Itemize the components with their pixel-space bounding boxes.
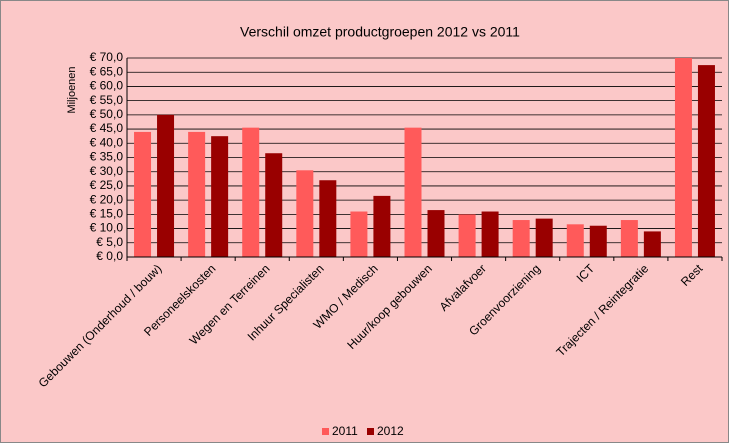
y-tick-label: € 45,0 xyxy=(90,121,124,135)
bar xyxy=(319,180,337,257)
legend-swatch xyxy=(322,428,329,435)
bar xyxy=(620,220,638,257)
bar xyxy=(512,220,530,257)
bar xyxy=(643,231,661,257)
y-axis-title: Miljoenen xyxy=(66,66,78,113)
bar xyxy=(427,210,445,257)
y-tick-label: € 10,0 xyxy=(90,221,124,235)
bar xyxy=(404,127,422,258)
y-tick-label: € 15,0 xyxy=(90,207,124,221)
bar xyxy=(350,211,368,257)
bar xyxy=(265,153,283,257)
bar xyxy=(589,225,607,257)
y-tick-label: € 25,0 xyxy=(90,178,124,192)
y-tick-label: € 60,0 xyxy=(90,79,124,93)
y-tick-label: € 35,0 xyxy=(90,150,124,164)
bar xyxy=(697,65,715,257)
bar xyxy=(134,131,152,257)
legend-swatch xyxy=(367,428,374,435)
bar xyxy=(296,170,314,257)
y-tick-label: € 40,0 xyxy=(90,135,124,149)
legend-label: 2012 xyxy=(377,424,404,438)
y-tick-label: € 55,0 xyxy=(90,93,124,107)
bar xyxy=(535,218,553,257)
y-tick-label: € 5,0 xyxy=(96,235,123,249)
bar xyxy=(211,136,229,257)
bar xyxy=(188,131,206,257)
bar xyxy=(242,127,260,258)
legend-label: 2011 xyxy=(332,424,358,438)
bar xyxy=(157,114,175,257)
bar xyxy=(674,58,692,257)
bar xyxy=(458,214,476,257)
y-tick-label: € 70,0 xyxy=(90,50,124,64)
y-tick-label: € 20,0 xyxy=(90,192,124,206)
y-tick-label: € 0,0 xyxy=(96,249,123,263)
bar xyxy=(566,224,584,257)
chart-title: Verschil omzet productgroepen 2012 vs 20… xyxy=(240,24,520,40)
bar xyxy=(373,195,391,257)
bar xyxy=(481,211,499,257)
y-tick-label: € 50,0 xyxy=(90,107,124,121)
y-tick-label: € 30,0 xyxy=(90,164,124,178)
y-tick-label: € 65,0 xyxy=(90,64,124,78)
